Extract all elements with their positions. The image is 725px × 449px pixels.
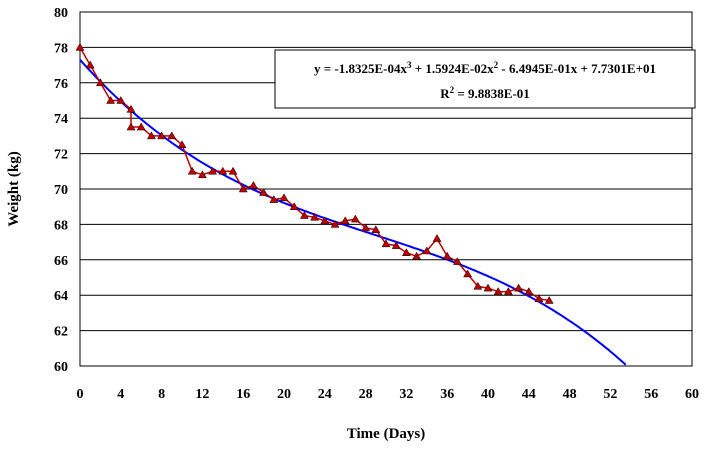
data-point — [289, 202, 299, 210]
data-point — [146, 131, 156, 140]
data-point — [412, 251, 422, 260]
y-tick-label: 64 — [54, 289, 68, 304]
x-axis-title: Time (Days) — [347, 426, 425, 442]
data-point — [126, 104, 136, 113]
data-point — [463, 269, 473, 278]
data-point — [514, 283, 524, 292]
x-tick-label: 12 — [195, 387, 209, 402]
data-point — [106, 95, 116, 104]
x-tick-label: 56 — [644, 387, 658, 402]
data-point — [299, 211, 309, 219]
r-squared: R2 = 9.8838E-01 — [440, 85, 530, 101]
data-point — [259, 188, 269, 196]
data-point — [442, 251, 452, 260]
data-point — [238, 184, 248, 193]
x-tick-label: 32 — [399, 387, 413, 402]
data-point — [310, 212, 320, 221]
data-markers — [75, 42, 554, 304]
data-point — [422, 246, 432, 255]
equation-box: y = -1.8325E-04x3 + 1.5924E-02x2 - 6.494… — [274, 49, 696, 109]
data-point — [391, 241, 401, 249]
data-point — [279, 193, 289, 202]
x-tick-label: 52 — [603, 387, 617, 402]
data-point — [452, 257, 462, 265]
data-point — [493, 287, 503, 295]
data-point — [167, 131, 177, 140]
x-tick-label: 16 — [236, 387, 250, 402]
data-point — [330, 219, 340, 228]
data-point — [269, 195, 279, 203]
data-point — [381, 239, 391, 248]
data-point — [320, 216, 330, 225]
data-point — [350, 214, 360, 223]
data-point — [432, 234, 442, 242]
y-tick-labels: 60 62 64 66 68 70 72 74 76 78 80 — [54, 6, 68, 375]
trendline-equation: y = -1.8325E-04x3 + 1.5924E-02x2 - 6.494… — [314, 60, 656, 76]
y-axis-title: Weight (kg) — [6, 151, 22, 226]
data-point — [544, 296, 554, 304]
data-point — [473, 281, 483, 290]
data-point — [534, 294, 544, 302]
x-tick-label: 8 — [158, 387, 165, 402]
y-tick-label: 76 — [54, 77, 68, 92]
trendline-curve — [79, 59, 627, 366]
data-point — [85, 60, 95, 69]
x-tick-label: 20 — [277, 387, 291, 402]
y-tick-label: 72 — [54, 148, 68, 163]
trendline — [79, 59, 627, 366]
data-point — [116, 95, 126, 104]
data-point — [228, 166, 238, 175]
data-point — [248, 180, 258, 189]
data-point — [95, 78, 105, 87]
x-tick-label: 4 — [117, 387, 124, 402]
y-tick-label: 70 — [54, 183, 68, 198]
y-tick-label: 78 — [54, 41, 68, 56]
x-tick-label: 36 — [440, 387, 454, 402]
data-point — [524, 287, 534, 295]
data-point — [361, 223, 371, 232]
data-point — [75, 42, 85, 51]
x-tick-labels: 0 4 8 12 16 20 24 28 32 36 40 44 48 52 56 60 — [77, 387, 700, 402]
y-tick-label: 62 — [54, 325, 68, 340]
x-tick-label: 40 — [481, 387, 495, 402]
y-tick-label: 68 — [54, 218, 68, 233]
x-tick-label: 48 — [563, 387, 577, 402]
data-point — [187, 166, 197, 175]
data-point — [177, 140, 187, 148]
data-point — [218, 166, 228, 175]
y-tick-label: 60 — [54, 360, 68, 375]
data-point — [136, 122, 146, 131]
x-tick-label: 24 — [318, 387, 332, 402]
data-point — [503, 287, 513, 295]
x-tick-label: 28 — [359, 387, 373, 402]
y-tick-label: 66 — [54, 254, 68, 269]
x-tick-label: 44 — [522, 387, 536, 402]
data-point — [126, 122, 136, 131]
data-point — [197, 170, 207, 179]
data-point — [483, 283, 493, 292]
data-point — [340, 216, 350, 225]
y-tick-label: 80 — [54, 6, 68, 21]
data-point — [157, 131, 167, 140]
data-point — [208, 166, 218, 175]
x-tick-label: 0 — [77, 387, 84, 402]
data-point — [371, 225, 381, 233]
gridlines — [80, 46, 692, 332]
y-tick-label: 74 — [54, 112, 68, 127]
x-tick-label: 60 — [685, 387, 699, 402]
data-point — [401, 248, 411, 256]
